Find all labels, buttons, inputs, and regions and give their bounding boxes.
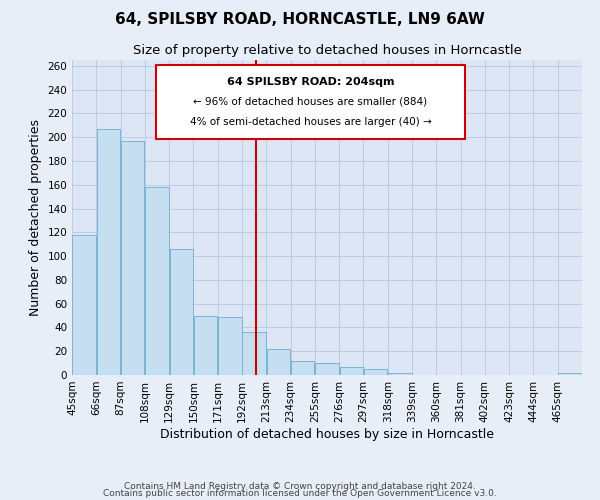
Bar: [315, 363, 339, 375]
Bar: [145, 187, 169, 375]
Y-axis label: Number of detached properties: Number of detached properties: [29, 119, 42, 316]
Bar: [291, 360, 314, 375]
Bar: [364, 369, 388, 375]
Bar: [340, 366, 363, 375]
Bar: [97, 129, 120, 375]
Bar: [558, 372, 581, 375]
Text: 64 SPILSBY ROAD: 204sqm: 64 SPILSBY ROAD: 204sqm: [227, 77, 394, 87]
Text: Contains public sector information licensed under the Open Government Licence v3: Contains public sector information licen…: [103, 489, 497, 498]
Bar: [242, 332, 266, 375]
Text: ← 96% of detached houses are smaller (884): ← 96% of detached houses are smaller (88…: [193, 96, 427, 106]
Text: 64, SPILSBY ROAD, HORNCASTLE, LN9 6AW: 64, SPILSBY ROAD, HORNCASTLE, LN9 6AW: [115, 12, 485, 28]
Bar: [218, 317, 242, 375]
Bar: [194, 316, 217, 375]
Text: Contains HM Land Registry data © Crown copyright and database right 2024.: Contains HM Land Registry data © Crown c…: [124, 482, 476, 491]
X-axis label: Distribution of detached houses by size in Horncastle: Distribution of detached houses by size …: [160, 428, 494, 440]
Title: Size of property relative to detached houses in Horncastle: Size of property relative to detached ho…: [133, 44, 521, 58]
Text: 4% of semi-detached houses are larger (40) →: 4% of semi-detached houses are larger (4…: [190, 116, 431, 126]
Bar: [266, 349, 290, 375]
Bar: [170, 249, 193, 375]
FancyBboxPatch shape: [156, 64, 465, 138]
Bar: [121, 141, 145, 375]
Bar: [388, 372, 412, 375]
Bar: [73, 234, 96, 375]
